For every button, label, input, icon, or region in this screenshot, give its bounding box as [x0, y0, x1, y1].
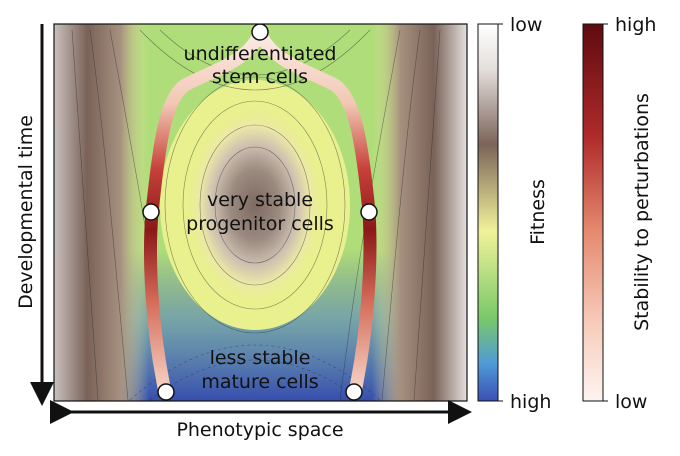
x-axis-label: Phenotypic space — [176, 419, 343, 441]
fitness-top-label: low — [510, 14, 542, 36]
fitness-colorbar-title: Fitness — [527, 179, 549, 245]
stability-colorbar: high low Stability to perturbations — [582, 14, 656, 413]
annotation-mature-line1: less stable — [210, 347, 311, 369]
stability-bottom-label: low — [615, 391, 647, 413]
fitness-landscape-plot — [54, 24, 467, 401]
y-axis-label: Developmental time — [15, 115, 37, 309]
trajectory-left — [144, 25, 267, 399]
progenitor-marker-left — [142, 203, 160, 221]
progenitor-marker-right — [360, 203, 378, 221]
mature-marker-left — [157, 383, 175, 401]
annotation-stem-line1: undifferentiated — [184, 43, 337, 65]
annotation-mature-line2: mature cells — [201, 371, 318, 393]
mature-marker-right — [345, 383, 363, 401]
stability-colorbar-gradient — [582, 23, 604, 402]
stem-cell-marker — [251, 24, 269, 41]
annotation-stem-line2: stem cells — [212, 66, 308, 88]
fitness-bottom-label: high — [510, 391, 551, 413]
left-ridge — [54, 24, 149, 401]
right-ridge — [372, 24, 467, 401]
fitness-colorbar: low high Fitness — [477, 14, 551, 413]
fitness-colorbar-gradient — [477, 23, 499, 402]
stable-basin-core — [185, 105, 325, 305]
trajectory-right — [253, 25, 377, 399]
stability-top-label: high — [615, 14, 656, 36]
annotation-progenitor-line1: very stable — [207, 189, 313, 211]
stability-colorbar-title: Stability to perturbations — [631, 93, 653, 331]
annotation-progenitor-line2: progenitor cells — [186, 213, 334, 235]
